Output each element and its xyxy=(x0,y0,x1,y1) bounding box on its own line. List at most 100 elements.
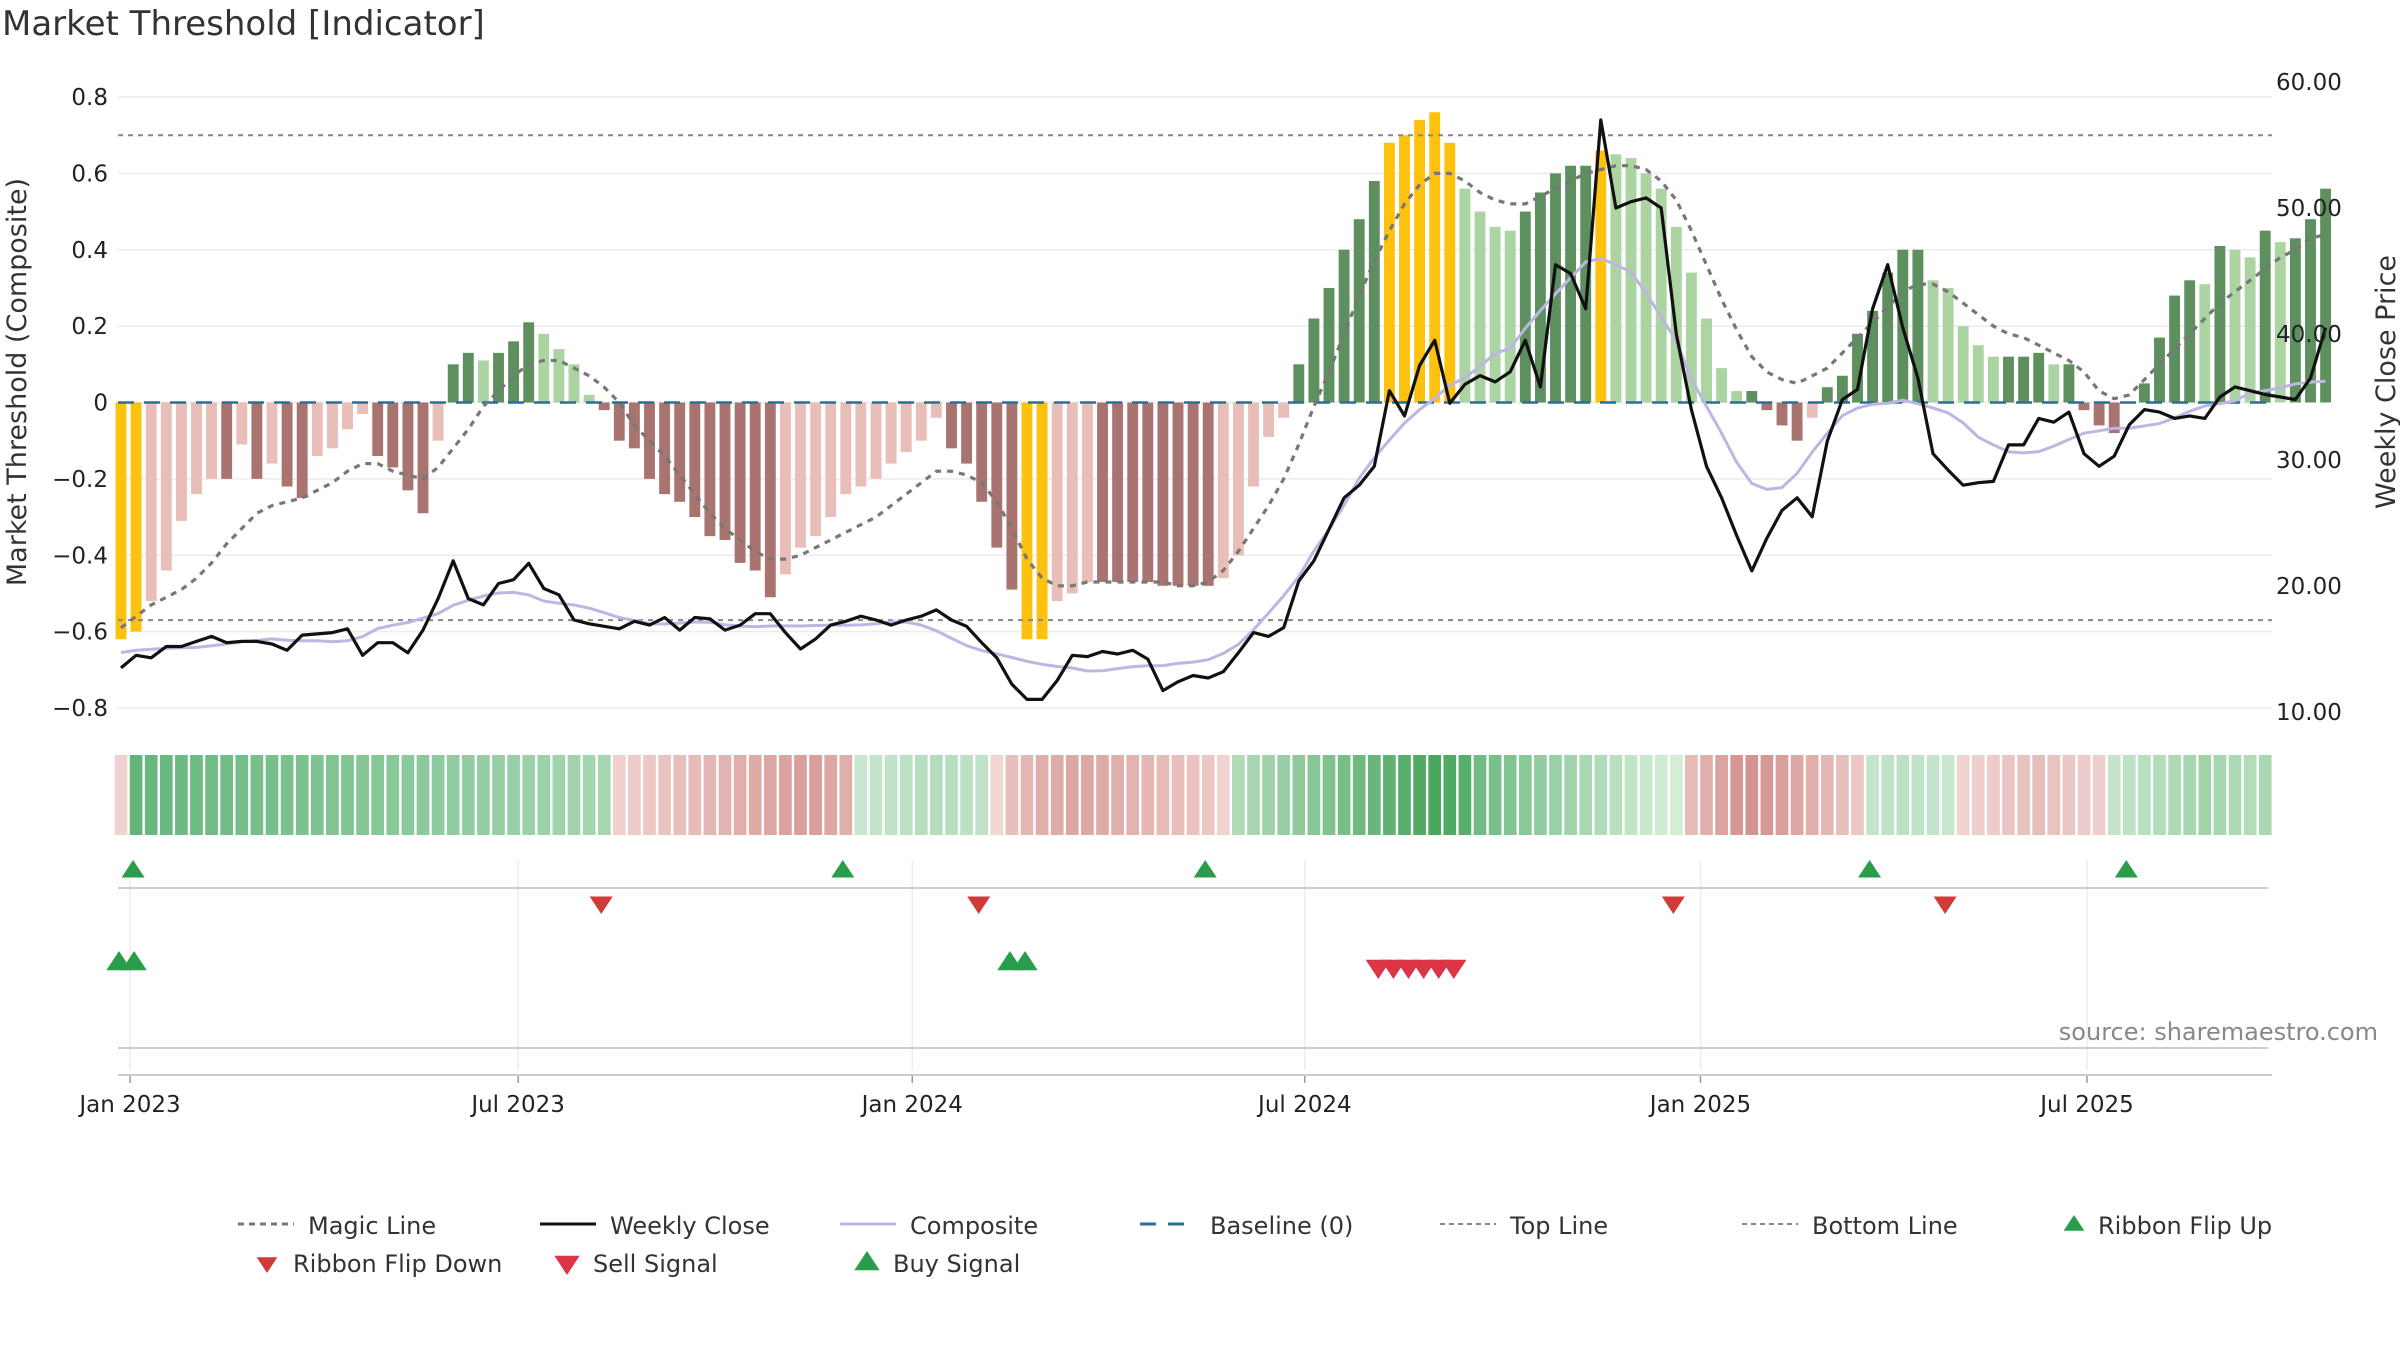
composite-bar xyxy=(115,402,127,640)
ribbon-flip-up-marker xyxy=(831,860,855,878)
composite-bar xyxy=(523,322,535,403)
ribbon-flip-down-marker xyxy=(1661,896,1685,914)
ribbon-cell xyxy=(567,755,581,835)
ribbon-cell xyxy=(129,755,143,835)
composite-bar xyxy=(961,402,973,464)
ribbon-cell xyxy=(1141,755,1155,835)
legend-item: Baseline (0) xyxy=(1140,1212,1353,1240)
ribbon-cell xyxy=(446,755,460,835)
ribbon-cell xyxy=(779,755,792,835)
ribbon-cell xyxy=(522,755,536,835)
ribbon-cell xyxy=(1549,755,1562,835)
composite-bar xyxy=(2048,364,2060,403)
y-tick-label: −0.6 xyxy=(52,620,108,646)
ribbon-cell xyxy=(2168,755,2181,835)
composite-bar xyxy=(1640,173,1652,403)
ribbon-cell xyxy=(1005,755,1019,835)
legend-item: Weekly Close xyxy=(540,1212,770,1240)
composite-bar xyxy=(583,394,595,403)
ribbon-cell xyxy=(1503,755,1517,835)
composite-bar xyxy=(719,402,731,540)
legend-label: Top Line xyxy=(1509,1212,1608,1240)
composite-bar xyxy=(508,341,520,403)
composite-bar xyxy=(1670,226,1682,403)
composite-bar xyxy=(1217,402,1229,579)
ribbon-cell xyxy=(1201,755,1215,835)
ribbon-cell xyxy=(703,755,717,835)
ribbon-flip-up-marker xyxy=(2114,860,2138,878)
ribbon-cell xyxy=(1232,755,1245,835)
ribbon-cell xyxy=(914,755,928,835)
ribbon-cell xyxy=(175,755,188,835)
axes-layer: −0.8 −0.6 −0.4 −0.2 0 0.2 0.4 0.6 0.8 10.00 20.00 3… xyxy=(52,70,2342,1118)
composite-bar xyxy=(1066,402,1078,594)
y2-tick-label: 20.00 xyxy=(2276,574,2342,600)
composite-bar xyxy=(1806,402,1818,418)
composite-bar xyxy=(387,402,399,468)
composite-bar xyxy=(1565,165,1577,403)
composite-bar xyxy=(553,349,565,403)
composite-bar xyxy=(915,402,927,441)
composite-bar xyxy=(674,402,686,502)
ribbon-cell xyxy=(1065,755,1079,835)
ribbon-cell xyxy=(1820,755,1834,835)
ribbon-cell xyxy=(1760,755,1774,835)
weekly-close-line xyxy=(119,118,2328,702)
ribbon-cell xyxy=(960,755,973,835)
composite-bar xyxy=(145,402,157,602)
composite-bar xyxy=(930,402,942,418)
composite-bar xyxy=(1580,165,1592,403)
y2-tick-label: 30.00 xyxy=(2276,448,2342,474)
ribbon-cell xyxy=(1518,755,1532,835)
composite-bar xyxy=(191,402,202,495)
ribbon-cell xyxy=(537,755,551,835)
ribbon-cell xyxy=(2153,755,2166,835)
legend-item: Bottom Line xyxy=(1742,1212,1958,1240)
composite-bar xyxy=(266,402,278,464)
ribbon-cell xyxy=(809,755,822,835)
legend-label: Sell Signal xyxy=(593,1250,718,1278)
ribbon-cell xyxy=(1186,755,1200,835)
composite-bar xyxy=(885,402,897,464)
ribbon-cell xyxy=(1035,755,1049,835)
y2-axis-title: Weekly Close Price xyxy=(2371,255,2400,509)
legend-item: Composite xyxy=(840,1212,1038,1240)
y-tick-label: 0.6 xyxy=(71,161,108,187)
y-tick-label: −0.8 xyxy=(52,696,108,722)
ribbon-cell xyxy=(869,755,883,835)
ribbon-cell xyxy=(144,755,158,835)
composite-bar xyxy=(2154,337,2165,403)
composite-bar xyxy=(281,402,293,487)
composite-bar xyxy=(1987,356,1999,403)
legend-label: Weekly Close xyxy=(610,1212,770,1240)
ribbon-cell xyxy=(416,755,430,835)
ribbon-cell xyxy=(824,755,838,835)
ribbon-cell xyxy=(1836,755,1849,835)
ribbon-cell xyxy=(401,755,415,835)
composite-bar xyxy=(1081,402,1093,582)
composite-bar xyxy=(870,402,882,479)
ribbon-cell xyxy=(1881,755,1895,835)
ribbon-cell xyxy=(884,755,898,835)
ribbon-cell xyxy=(763,755,777,835)
bars-layer xyxy=(115,112,2332,640)
ribbon-cell xyxy=(431,755,445,835)
composite-bar xyxy=(1836,375,1848,403)
ribbon-cell xyxy=(1685,755,1698,835)
ribbon-cell xyxy=(1866,755,1879,835)
y-tick-label: −0.4 xyxy=(52,543,108,569)
ribbon-cell xyxy=(2032,755,2046,835)
composite-bar xyxy=(2214,245,2226,403)
ribbon-cell xyxy=(628,755,641,835)
composite-bar xyxy=(810,402,822,537)
buy-signal-marker xyxy=(1012,951,1038,971)
composite-bar xyxy=(779,402,791,575)
ribbon-cell xyxy=(310,755,324,835)
lines-layer xyxy=(118,118,2328,702)
composite-bar xyxy=(251,402,263,479)
composite-bar xyxy=(1459,188,1471,403)
signals-layer xyxy=(106,860,2138,979)
source-label: source: sharemaestro.com xyxy=(2059,1018,2378,1046)
ribbon-cell xyxy=(341,755,354,835)
composite-bar xyxy=(1731,391,1743,403)
